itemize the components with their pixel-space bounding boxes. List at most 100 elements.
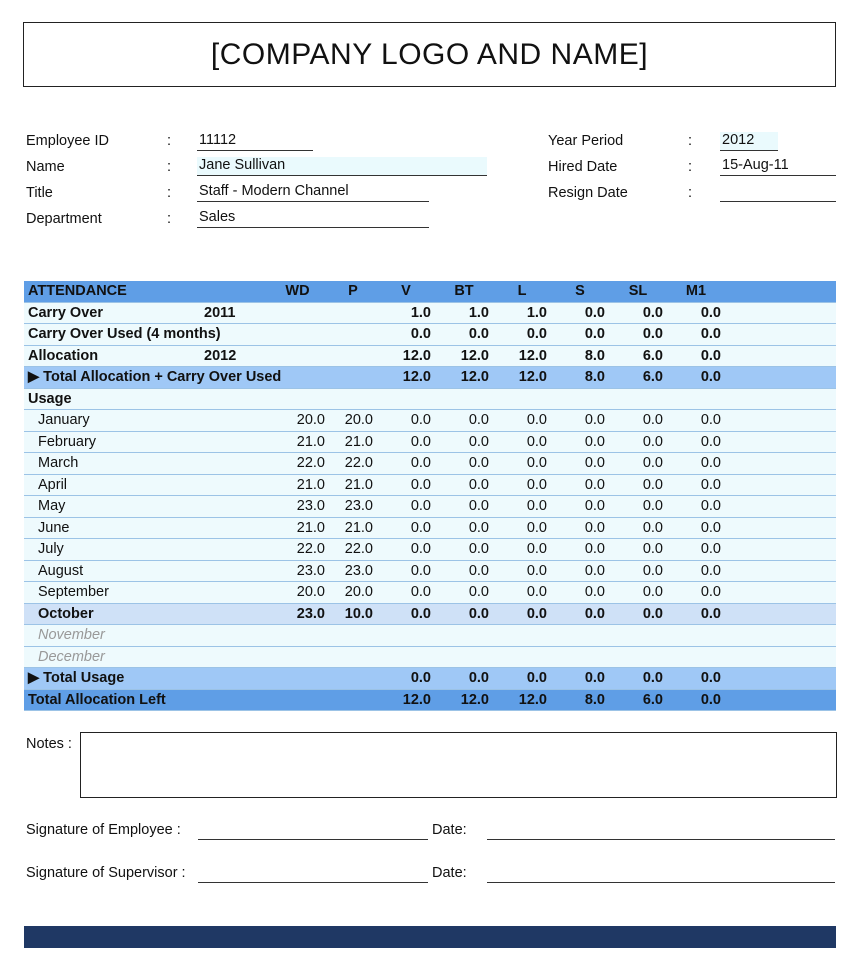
table-row: Carry Over 2011 1.0 1.0 1.0 0.0 0.0 0.0 (24, 302, 836, 324)
cell: 12.0 (377, 689, 435, 711)
hired-date-field[interactable]: 15-Aug-11 (720, 157, 836, 176)
employee-signature-field[interactable] (198, 839, 428, 840)
cell: 0.0 (609, 603, 667, 625)
cell: 0.0 (435, 538, 493, 561)
cell (551, 388, 609, 410)
cell (266, 302, 329, 324)
cell: 21.0 (266, 517, 329, 539)
cell: 0.0 (435, 474, 493, 496)
table-row: ▶ Total Allocation + Carry Over Used 12.0… (24, 366, 836, 389)
cell: 0.0 (493, 667, 551, 690)
row-label: Total Allocation Left (24, 689, 200, 711)
cell: 0.0 (377, 474, 435, 496)
spacer-cell (725, 495, 836, 518)
name-field[interactable]: Jane Sullivan (197, 157, 487, 176)
cell: 0.0 (551, 302, 609, 324)
cell: 0.0 (667, 474, 725, 496)
cell: 0.0 (493, 323, 551, 346)
cell: 0.0 (667, 323, 725, 346)
column-header: V (377, 281, 435, 303)
cell: 0.0 (377, 517, 435, 539)
cell (493, 646, 551, 668)
cell: 23.0 (266, 560, 329, 582)
cell: 22.0 (329, 538, 377, 561)
spacer-cell (725, 560, 836, 582)
notes-input[interactable] (80, 732, 837, 798)
cell (609, 646, 667, 668)
cell (266, 689, 329, 711)
cell (377, 388, 435, 410)
row-label: October (24, 603, 200, 625)
cell: 0.0 (377, 323, 435, 346)
cell: 0.0 (435, 452, 493, 475)
name-label: Name (26, 159, 65, 175)
supervisor-signature-field[interactable] (198, 882, 428, 883)
table-row: May 23.0 23.0 0.0 0.0 0.0 0.0 0.0 0.0 (24, 495, 836, 518)
cell (200, 560, 266, 582)
table-row: March 22.0 22.0 0.0 0.0 0.0 0.0 0.0 0.0 (24, 452, 836, 475)
cell: 0.0 (551, 560, 609, 582)
cell: 23.0 (266, 603, 329, 625)
cell: 6.0 (609, 345, 667, 367)
cell (266, 646, 329, 668)
cell: 0.0 (667, 560, 725, 582)
supervisor-date-field[interactable] (487, 882, 835, 883)
colon: : (688, 185, 693, 201)
cell: 0.0 (377, 431, 435, 453)
colon: : (688, 133, 693, 149)
employee-id-field[interactable]: 11112 (197, 132, 313, 151)
year-period-field[interactable]: 2012 (720, 132, 778, 151)
cell: 0.0 (609, 409, 667, 432)
cell (667, 624, 725, 647)
cell: 0.0 (667, 495, 725, 518)
spacer-cell (725, 302, 836, 324)
resign-date-field[interactable] (720, 183, 836, 202)
cell: 23.0 (329, 560, 377, 582)
cell: 0.0 (609, 560, 667, 582)
cell: 0.0 (493, 409, 551, 432)
cell: 0.0 (609, 323, 667, 346)
cell (266, 345, 329, 367)
cell (266, 323, 329, 346)
cell: 0.0 (377, 560, 435, 582)
cell: 21.0 (266, 474, 329, 496)
column-header: P (329, 281, 377, 303)
cell: 0.0 (551, 581, 609, 604)
cell: 12.0 (435, 345, 493, 367)
cell: 0.0 (435, 431, 493, 453)
cell: 0.0 (667, 667, 725, 690)
cell: 21.0 (329, 474, 377, 496)
department-field[interactable]: Sales (197, 209, 429, 228)
cell: 0.0 (551, 409, 609, 432)
cell: 0.0 (493, 431, 551, 453)
row-label: August (24, 560, 200, 582)
cell: 0.0 (609, 474, 667, 496)
title-field[interactable]: Staff - Modern Channel (197, 183, 429, 202)
employee-date-field[interactable] (487, 839, 835, 840)
cell (200, 689, 266, 711)
cell: 8.0 (551, 689, 609, 711)
cell: 0.0 (435, 667, 493, 690)
cell: 0.0 (377, 581, 435, 604)
cell: 8.0 (551, 366, 609, 389)
column-header: SL (609, 281, 667, 303)
table-row: February 21.0 21.0 0.0 0.0 0.0 0.0 0.0 0.0 (24, 431, 836, 453)
cell: 12.0 (377, 345, 435, 367)
table-row: October 23.0 10.0 0.0 0.0 0.0 0.0 0.0 0.0 (24, 603, 836, 625)
cell (200, 581, 266, 604)
cell (435, 388, 493, 410)
cell (329, 646, 377, 668)
cell: 22.0 (266, 538, 329, 561)
cell: 0.0 (551, 431, 609, 453)
cell: 12.0 (435, 689, 493, 711)
cell: 0.0 (667, 603, 725, 625)
cell: 0.0 (377, 603, 435, 625)
cell: 0.0 (667, 517, 725, 539)
colon: : (167, 185, 172, 201)
row-label: February (24, 431, 200, 453)
cell: 1.0 (377, 302, 435, 324)
cell (609, 388, 667, 410)
cell: 0.0 (551, 474, 609, 496)
cell (200, 388, 266, 410)
cell (200, 323, 266, 346)
